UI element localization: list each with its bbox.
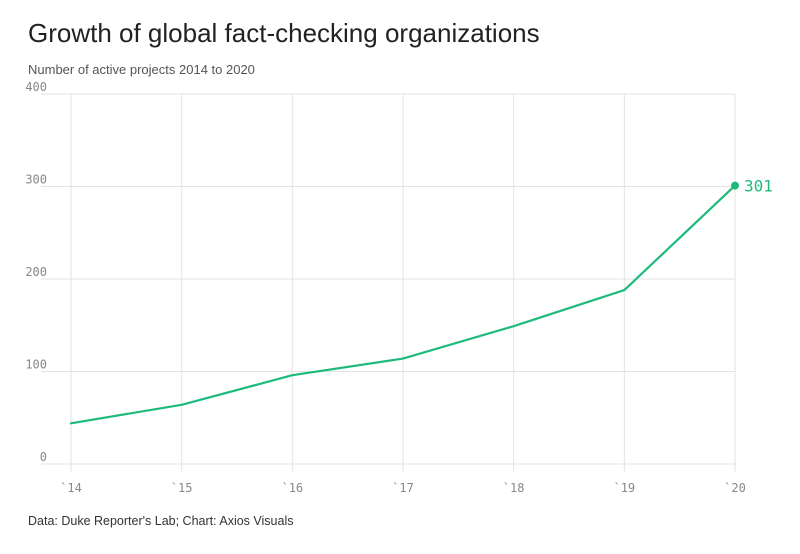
vertical-gridlines [70, 94, 736, 472]
y-axis-tick-labels: 0 100 200 300 400 [25, 80, 47, 464]
y-tick-label: 400 [25, 80, 47, 94]
chart-title: Growth of global fact-checking organizat… [28, 18, 540, 48]
source-note: Data: Duke Reporter's Lab; Chart: Axios … [28, 514, 294, 528]
x-axis-tick-labels: `14 `15 `16 `17 `18 `19 `20 [60, 481, 746, 495]
y-tick-label: 200 [25, 265, 47, 279]
series-group: 301 [69, 177, 773, 425]
y-tick-label: 0 [40, 450, 47, 464]
y-tick-label: 100 [25, 358, 47, 372]
x-tick-label: `20 [724, 481, 746, 495]
x-tick-label: `18 [503, 481, 525, 495]
end-value-label: 301 [744, 177, 773, 196]
x-tick-label: `19 [613, 481, 635, 495]
x-tick-label: `17 [392, 481, 414, 495]
x-tick-label: `14 [60, 481, 82, 495]
chart-subtitle: Number of active projects 2014 to 2020 [28, 62, 255, 77]
y-tick-label: 300 [25, 173, 47, 187]
series-line [69, 184, 737, 425]
horizontal-gridlines [41, 93, 735, 465]
end-point-marker [731, 181, 739, 190]
x-tick-label: `15 [171, 481, 193, 495]
x-tick-label: `16 [281, 481, 303, 495]
